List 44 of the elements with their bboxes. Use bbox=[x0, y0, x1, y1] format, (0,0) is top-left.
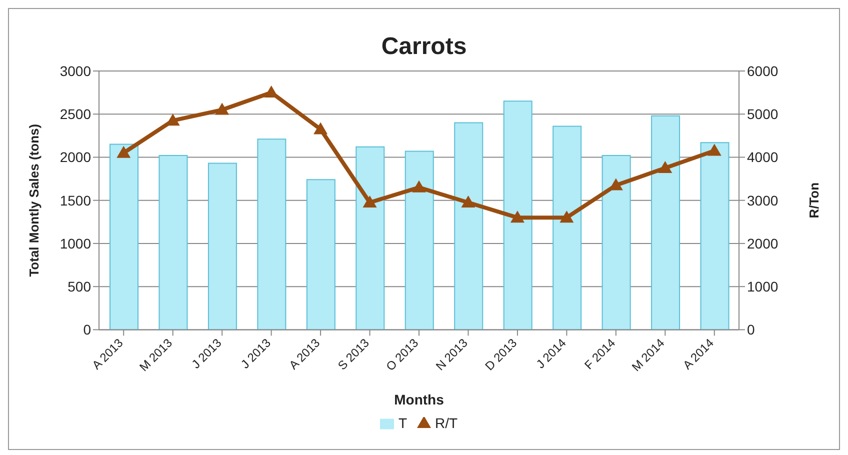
bar bbox=[454, 122, 484, 330]
bar bbox=[110, 144, 138, 330]
point bbox=[314, 122, 328, 134]
legend-label: R/T bbox=[435, 414, 458, 431]
point bbox=[412, 180, 426, 192]
x-axis-title: Months bbox=[394, 392, 444, 408]
bar bbox=[208, 162, 237, 330]
point bbox=[362, 196, 377, 208]
y2-tick-label: 5000 bbox=[747, 106, 778, 122]
bar bbox=[651, 115, 680, 330]
y2-axis-title: R/Ton bbox=[806, 182, 822, 218]
y-tick-label: 1000 bbox=[60, 235, 92, 252]
y2-tick-label: 6000 bbox=[747, 62, 778, 79]
y2-tick-label: 4000 bbox=[747, 149, 778, 166]
bar bbox=[552, 126, 582, 330]
y-tick-label: 3000 bbox=[60, 62, 92, 79]
bar bbox=[158, 155, 188, 330]
legend-label: T bbox=[398, 414, 407, 431]
chart-title: Carrots bbox=[380, 33, 468, 61]
bar bbox=[602, 155, 631, 330]
point bbox=[461, 196, 476, 208]
point bbox=[560, 210, 574, 223]
y-axis-title: Total Montly Sales (tons) bbox=[26, 124, 42, 277]
y2-tick-label: 2000 bbox=[747, 235, 778, 252]
point bbox=[510, 210, 524, 223]
bar bbox=[257, 138, 286, 330]
y-tick-label: 2500 bbox=[60, 106, 92, 122]
y-tick-label: 0 bbox=[83, 322, 92, 338]
y2-tick-label: 1000 bbox=[747, 278, 778, 295]
bar bbox=[503, 100, 532, 330]
bar bbox=[306, 179, 336, 330]
point bbox=[215, 102, 230, 115]
y-tick-label: 2000 bbox=[60, 149, 92, 166]
y-tick-label: 500 bbox=[68, 278, 92, 295]
bar bbox=[700, 142, 730, 330]
point bbox=[116, 146, 131, 158]
y2-tick-label: 3000 bbox=[747, 192, 778, 208]
bar bbox=[404, 150, 434, 330]
y-tick-label: 1500 bbox=[60, 192, 92, 208]
point bbox=[658, 161, 672, 174]
point bbox=[707, 144, 722, 156]
y2-tick-label: 0 bbox=[747, 322, 755, 338]
bar bbox=[356, 146, 385, 330]
point bbox=[264, 86, 278, 98]
